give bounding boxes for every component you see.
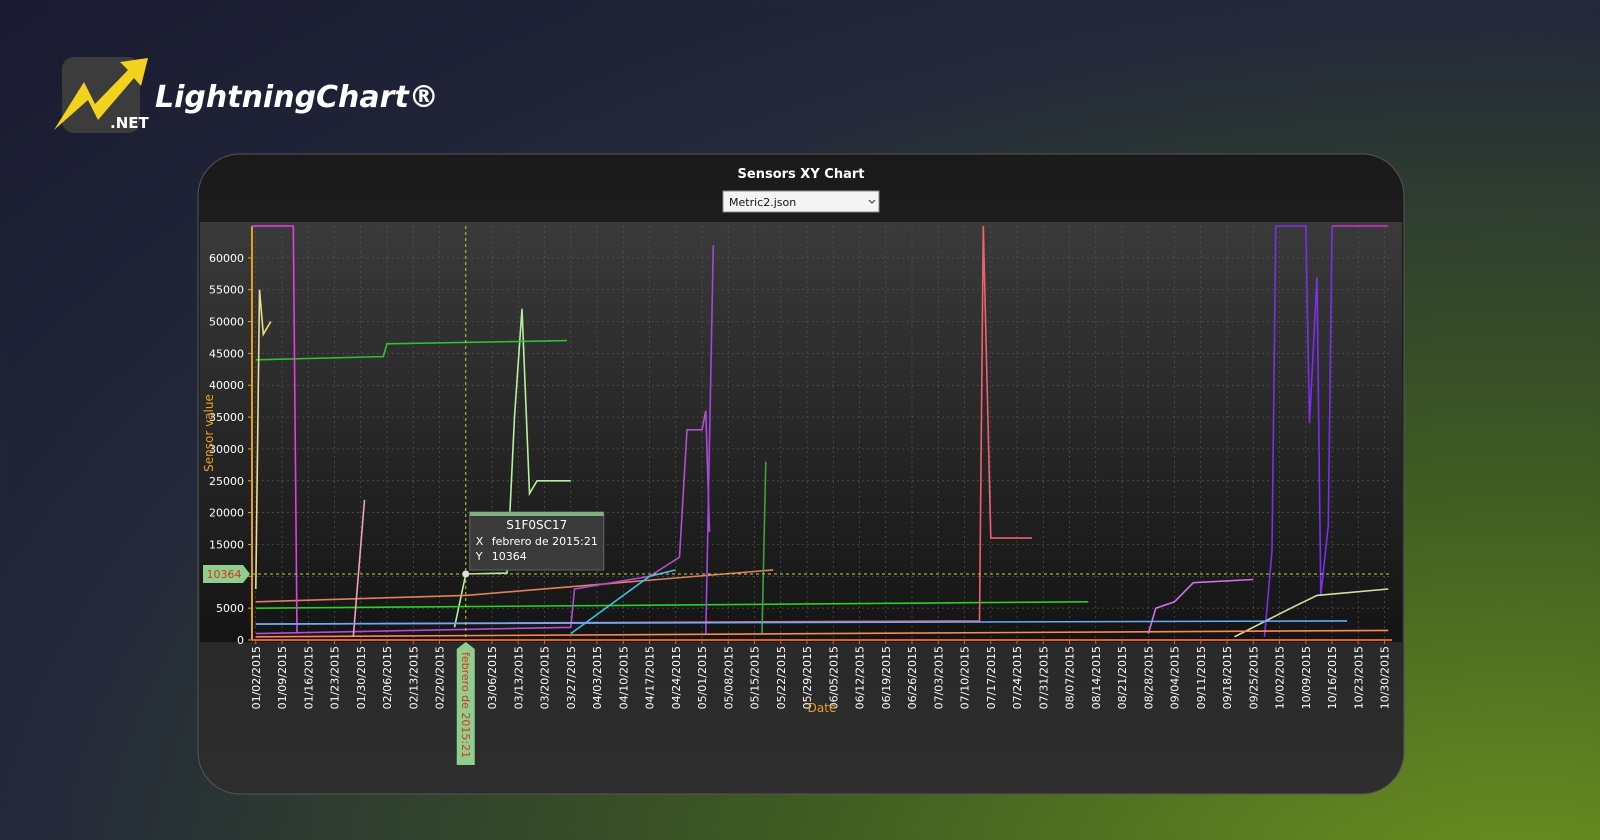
x-tick-label: 05/08/2015 xyxy=(722,646,735,709)
series-line xyxy=(705,245,715,634)
y-tick-label: 5000 xyxy=(216,602,244,615)
series-line xyxy=(255,569,774,603)
x-tick-label: 06/12/2015 xyxy=(854,646,867,709)
x-tick-label: 06/05/2015 xyxy=(827,646,840,709)
x-tick-label: 04/10/2015 xyxy=(617,646,630,709)
x-tick-label: 10/02/2015 xyxy=(1274,646,1287,709)
x-crosshair-badge xyxy=(456,642,475,765)
x-tick-label: 10/09/2015 xyxy=(1300,646,1313,709)
series-line xyxy=(255,620,1348,625)
logo-bolt xyxy=(54,58,148,130)
dropdown[interactable]: Metric2.json xyxy=(722,190,880,213)
x-axis-title: Date xyxy=(808,701,837,715)
logo: .NET LightningChart® xyxy=(54,57,439,133)
x-tick-label: 03/13/2015 xyxy=(512,646,525,709)
dropdown-arrow[interactable] xyxy=(868,199,876,204)
dropdown-box[interactable] xyxy=(722,190,880,213)
x-tick-label: 01/23/2015 xyxy=(329,646,342,709)
x-tick-label: 03/27/2015 xyxy=(565,646,578,709)
x-tick-label: 08/28/2015 xyxy=(1142,646,1155,709)
x-tick-label: 02/06/2015 xyxy=(381,646,394,709)
x-tick-label: 10/16/2015 xyxy=(1326,646,1339,709)
logo-suffix: .NET xyxy=(110,114,149,132)
tooltip-title: S1F0SC17 xyxy=(506,518,567,532)
tooltip-box xyxy=(469,511,605,571)
y-tick-label: 25000 xyxy=(209,475,244,488)
series-line xyxy=(255,629,1389,638)
y-tick-label: 0 xyxy=(237,634,244,647)
x-tick-label: 04/03/2015 xyxy=(591,646,604,709)
x-tick-label: 07/17/2015 xyxy=(985,646,998,709)
x-tick-label: 01/16/2015 xyxy=(302,646,315,709)
tooltip-header-bar xyxy=(469,511,604,516)
x-tick-label: 05/29/2015 xyxy=(801,646,814,709)
y-crosshair-label: 10364 xyxy=(207,568,242,581)
plot-background xyxy=(200,222,1402,642)
tooltip-x-value: febrero de 2015:21 xyxy=(492,535,598,548)
series-line xyxy=(255,410,711,635)
series-line xyxy=(352,499,366,637)
series-line xyxy=(1234,588,1389,638)
x-tick-label: 01/02/2015 xyxy=(250,646,263,709)
series-line xyxy=(761,461,767,634)
x-tick-label: 01/09/2015 xyxy=(276,646,289,709)
x-tick-label: 09/11/2015 xyxy=(1195,646,1208,709)
x-tick-label: 03/20/2015 xyxy=(539,646,552,709)
x-tick-label: 10/30/2015 xyxy=(1379,646,1392,709)
series-line xyxy=(1263,225,1333,637)
x-tick-label: 10/23/2015 xyxy=(1352,646,1365,709)
series-line xyxy=(255,289,272,590)
x-tick-label: 08/21/2015 xyxy=(1116,646,1129,709)
y-tick-label: 45000 xyxy=(209,347,244,360)
y-tick-label: 55000 xyxy=(209,284,244,297)
y-tick-label: 50000 xyxy=(209,316,244,329)
x-tick-label: 06/19/2015 xyxy=(880,646,893,709)
series-line xyxy=(453,308,571,628)
x-tick-label: 05/15/2015 xyxy=(749,646,762,709)
tooltip-y-value: 10364 xyxy=(492,550,527,563)
series-line xyxy=(255,339,568,361)
series-line xyxy=(255,601,1089,609)
x-tick-label: 01/30/2015 xyxy=(355,646,368,709)
x-tick-label: 08/07/2015 xyxy=(1064,646,1077,709)
brand-name: LightningChart® xyxy=(155,80,439,115)
chart-title: Sensors XY Chart xyxy=(738,167,865,182)
x-tick-label: 05/01/2015 xyxy=(696,646,709,709)
x-tick-label: 07/03/2015 xyxy=(932,646,945,709)
x-tick-label: 09/04/2015 xyxy=(1169,646,1182,709)
y-tick-label: 30000 xyxy=(209,443,244,456)
x-tick-label: 09/18/2015 xyxy=(1221,646,1234,709)
x-tick-label: 07/10/2015 xyxy=(959,646,972,709)
x-tick-label: 02/20/2015 xyxy=(434,646,447,709)
x-tick-label: 07/31/2015 xyxy=(1037,646,1050,709)
x-tick-label: 03/06/2015 xyxy=(486,646,499,709)
x-tick-label: 06/26/2015 xyxy=(906,646,919,709)
y-tick-label: 40000 xyxy=(209,379,244,392)
crosshair-point xyxy=(462,570,470,578)
series-line xyxy=(252,225,298,634)
x-tick-label: 09/25/2015 xyxy=(1247,646,1260,709)
y-crosshair-badge xyxy=(203,564,250,583)
y-tick-label: 60000 xyxy=(209,252,244,265)
logo-box xyxy=(62,57,140,133)
y-tick-label: 20000 xyxy=(209,507,244,520)
y-tick-label: 15000 xyxy=(209,538,244,551)
x-tick-label: 04/24/2015 xyxy=(670,646,683,709)
x-tick-label: 04/17/2015 xyxy=(644,646,657,709)
x-tick-label: 07/24/2015 xyxy=(1011,646,1024,709)
tooltip-x-label: X xyxy=(476,535,484,548)
tooltip-y-label: Y xyxy=(475,550,483,563)
x-tick-label: 02/13/2015 xyxy=(407,646,420,709)
series-line xyxy=(570,569,676,635)
dropdown-value[interactable]: Metric2.json xyxy=(729,196,796,209)
x-tick-label: 05/22/2015 xyxy=(775,646,788,709)
x-crosshair-label: febrero de 2015:21 xyxy=(459,652,472,758)
series-line xyxy=(1147,578,1254,634)
x-tick-label: 08/14/2015 xyxy=(1090,646,1103,709)
y-axis-title: Sensor value xyxy=(202,394,216,472)
y-tick-label: 35000 xyxy=(209,411,244,424)
